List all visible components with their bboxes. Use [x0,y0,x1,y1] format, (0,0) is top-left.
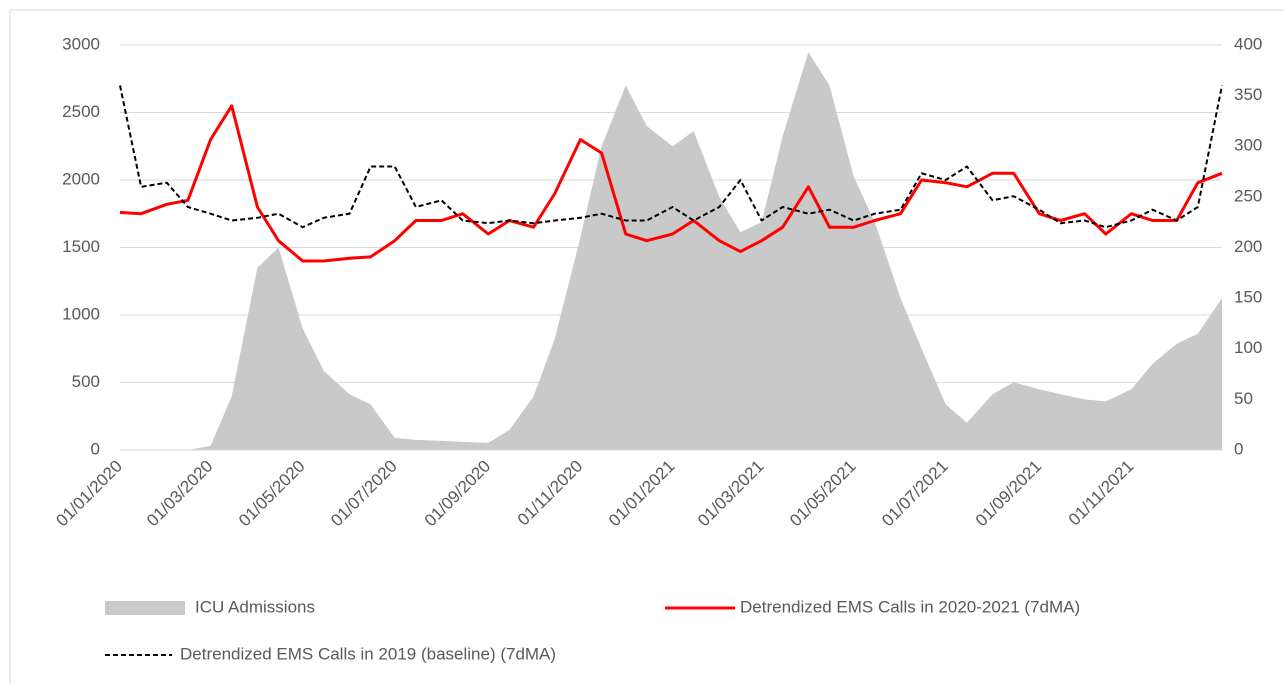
x-tick-label: 01/03/2021 [694,457,768,531]
legend-label: Detrendized EMS Calls in 2019 (baseline)… [180,644,556,663]
x-tick-label: 01/07/2021 [878,457,952,531]
x-tick-label: 01/03/2020 [143,457,217,531]
x-tick-label: 01/01/2020 [52,457,126,531]
area [120,52,1222,450]
x-tick-label: 01/07/2020 [327,457,401,531]
y2-tick-label: 350 [1234,85,1262,104]
x-tick-label: 01/09/2021 [972,457,1046,531]
line [119,85,1223,229]
legend-label: Detrendized EMS Calls in 2020-2021 (7dMA… [740,597,1080,616]
y-tick-label: 3000 [62,34,100,53]
y2-tick-label: 250 [1234,186,1262,205]
line [119,104,1223,263]
y-tick-label: 500 [72,372,100,391]
chart-frame [9,9,1284,684]
x-tick-label: 01/05/2021 [786,457,860,531]
y2-tick-label: 100 [1234,338,1262,357]
y2-tick-label: 50 [1234,389,1253,408]
y-tick-label: 1000 [62,304,100,323]
y-tick-label: 0 [91,439,100,458]
y2-tick-label: 150 [1234,288,1262,307]
y-tick-label: 2000 [62,169,100,188]
y2-tick-label: 0 [1234,439,1243,458]
legend-swatch [105,601,185,615]
legend-label: ICU Admissions [195,597,315,616]
x-tick-label: 01/01/2021 [605,457,679,531]
x-tick-label: 01/11/2021 [1065,457,1138,530]
y2-tick-label: 300 [1234,136,1262,155]
y2-tick-label: 400 [1234,34,1262,53]
y-tick-label: 2500 [62,102,100,121]
x-tick-label: 01/09/2020 [421,457,495,531]
x-tick-label: 01/11/2020 [514,457,587,530]
y2-tick-label: 200 [1234,237,1262,256]
x-tick-label: 01/05/2020 [235,457,309,531]
y-tick-label: 1500 [62,237,100,256]
